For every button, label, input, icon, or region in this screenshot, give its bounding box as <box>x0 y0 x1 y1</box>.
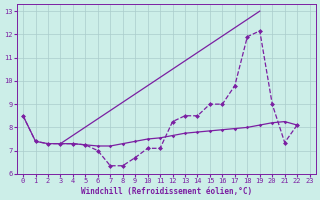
X-axis label: Windchill (Refroidissement éolien,°C): Windchill (Refroidissement éolien,°C) <box>81 187 252 196</box>
